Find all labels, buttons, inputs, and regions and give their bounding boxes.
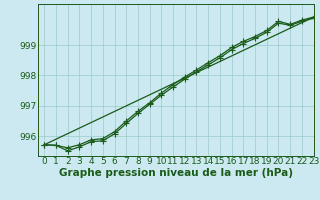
X-axis label: Graphe pression niveau de la mer (hPa): Graphe pression niveau de la mer (hPa) [59, 168, 293, 178]
